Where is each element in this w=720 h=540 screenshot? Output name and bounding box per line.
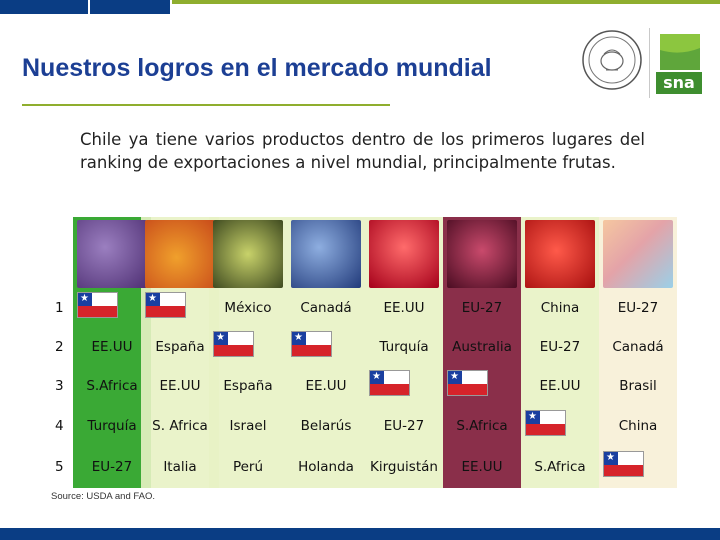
- chile-flag-icon: ★: [603, 451, 644, 477]
- ranking-table: 1 México Canadá EE.UU EU-27 China EU-27 2 EE.UU E…: [47, 217, 677, 488]
- ranking-country: Holanda: [298, 459, 354, 475]
- ranking-country: Brasil: [619, 378, 657, 394]
- ranking-country: Australia: [452, 339, 512, 355]
- ranking-country: S.Africa: [534, 459, 586, 475]
- rank-number: 5: [55, 459, 64, 475]
- ranking-country: EE.UU: [461, 459, 503, 475]
- ranking-country: Canadá: [612, 339, 664, 355]
- ranking-country: EE.UU: [159, 378, 201, 394]
- top-accent-bar: [0, 0, 720, 14]
- source-note: Source: USDA and FAO.: [51, 491, 156, 502]
- institution-seal-icon: [582, 30, 642, 90]
- ranking-country: S.Africa: [86, 378, 138, 394]
- top-bar-line: [172, 0, 720, 4]
- ranking-country: EE.UU: [539, 378, 581, 394]
- rank-number: 2: [55, 339, 64, 355]
- chile-flag-icon: ★: [525, 410, 566, 436]
- ranking-country: EU-27: [91, 459, 133, 475]
- chile-flag-icon: ★: [77, 292, 118, 318]
- bottom-accent-bar: [0, 528, 720, 540]
- ranking-country: Italia: [163, 459, 197, 475]
- ranking-country: Kirguistán: [370, 459, 438, 475]
- top-bar-segment: [0, 0, 88, 14]
- grapes-icon: [77, 220, 147, 288]
- rank-number: 1: [55, 300, 64, 316]
- ranking-country: Israel: [229, 418, 267, 434]
- ranking-country: España: [155, 339, 205, 355]
- ranking-country: S.Africa: [456, 418, 508, 434]
- ranking-country: EU-27: [539, 339, 581, 355]
- ranking-country: EU-27: [617, 300, 659, 316]
- ranking-country: Perú: [232, 459, 264, 475]
- chile-flag-icon: ★: [145, 292, 186, 318]
- ranking-country: México: [224, 300, 272, 316]
- ranking-country: S. Africa: [152, 418, 208, 434]
- svg-text:sna: sna: [663, 73, 695, 92]
- plum-icon: [145, 220, 215, 288]
- ranking-country: España: [223, 378, 273, 394]
- ranking-country: Turquía: [87, 418, 137, 434]
- cherries-icon: [369, 220, 439, 288]
- ranking-country: Turquía: [379, 339, 429, 355]
- wine-icon: [447, 220, 517, 288]
- top-bar-segment: [90, 0, 170, 14]
- ranking-country: China: [618, 418, 658, 434]
- ranking-country: Canadá: [300, 300, 352, 316]
- sna-logo-icon: sna: [656, 34, 702, 94]
- chile-flag-icon: ★: [369, 370, 410, 396]
- ranking-country: EU-27: [383, 418, 425, 434]
- ranking-country: Belarús: [300, 418, 352, 434]
- ranking-country: EE.UU: [305, 378, 347, 394]
- title-underline: [22, 104, 390, 106]
- ranking-country: EE.UU: [91, 339, 133, 355]
- slide-title: Nuestros logros en el mercado mundial: [22, 54, 492, 82]
- rank-number: 4: [55, 418, 64, 434]
- chile-flag-icon: ★: [291, 331, 332, 357]
- apple-icon: [525, 220, 595, 288]
- ranking-country: EE.UU: [383, 300, 425, 316]
- logo-divider: [649, 28, 650, 98]
- intro-paragraph: Chile ya tiene varios productos dentro d…: [80, 130, 645, 172]
- ranking-country: China: [540, 300, 580, 316]
- chile-flag-icon: ★: [213, 331, 254, 357]
- pork-cuts-icon: [603, 220, 673, 288]
- avocado-icon: [213, 220, 283, 288]
- chile-flag-icon: ★: [447, 370, 488, 396]
- ranking-country: EU-27: [461, 300, 503, 316]
- blueberries-icon: [291, 220, 361, 288]
- rank-number: 3: [55, 378, 64, 394]
